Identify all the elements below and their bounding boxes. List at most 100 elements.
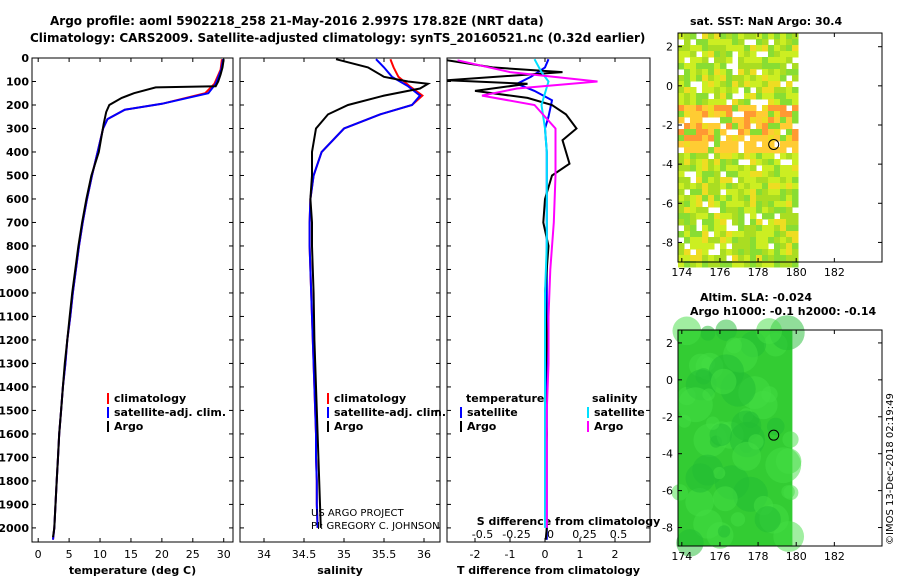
- sst-cell: [720, 243, 727, 250]
- sst-cell: [780, 165, 787, 172]
- sst-cell: [738, 135, 745, 142]
- series-line: [447, 59, 578, 540]
- x-tick-label: 36: [417, 548, 431, 561]
- sst-cell: [696, 177, 703, 184]
- salinity-legend: climatology satellite-adj. clim. Argo: [327, 392, 446, 433]
- map-x-tick-label: 174: [671, 266, 692, 279]
- sst-cell: [768, 201, 775, 208]
- sst-cell: [690, 243, 697, 250]
- sst-cell: [768, 249, 775, 256]
- sst-cell: [696, 231, 703, 238]
- sst-cell: [732, 231, 739, 238]
- sst-cell: [762, 231, 769, 238]
- sst-cell: [732, 81, 739, 88]
- sst-cell: [678, 219, 685, 226]
- sst-cell: [702, 153, 709, 160]
- sst-cell: [786, 39, 793, 46]
- sst-cell: [684, 219, 691, 226]
- sst-cell: [768, 123, 775, 130]
- sst-cell: [744, 171, 751, 178]
- sst-cell: [762, 81, 769, 88]
- map-y-tick-label: 0: [666, 374, 673, 387]
- sla-blob: [695, 368, 712, 385]
- sst-cell: [714, 93, 721, 100]
- sst-cell: [774, 69, 781, 76]
- sst-cell: [756, 261, 763, 268]
- sst-cell: [786, 177, 793, 184]
- sst-cell: [708, 219, 715, 226]
- sst-cell: [684, 201, 691, 208]
- sst-cell: [696, 99, 703, 106]
- sst-cell: [708, 243, 715, 250]
- sst-cell: [780, 75, 787, 82]
- sst-cell: [774, 99, 781, 106]
- sst-cell: [702, 177, 709, 184]
- sst-cell: [786, 237, 793, 244]
- legend-title-temperature: temperature: [466, 392, 544, 405]
- sst-cell: [726, 213, 733, 220]
- sst-cell: [756, 237, 763, 244]
- sst-cell: [768, 195, 775, 202]
- sst-cell: [714, 171, 721, 178]
- sst-cell: [738, 189, 745, 196]
- sst-cell: [780, 39, 787, 46]
- map-y-tick-label: -8: [662, 522, 673, 535]
- sst-cell: [750, 45, 757, 52]
- sst-cell: [702, 39, 709, 46]
- legend-label: satellite-adj. clim.: [334, 406, 446, 419]
- sst-cell: [732, 33, 739, 40]
- sst-cell: [708, 183, 715, 190]
- sst-cell: [726, 81, 733, 88]
- sst-cell: [780, 249, 787, 256]
- sst-cell: [738, 225, 745, 232]
- sst-cell: [792, 195, 799, 202]
- sst-cell: [744, 195, 751, 202]
- sst-cell: [690, 93, 697, 100]
- sst-cell: [708, 189, 715, 196]
- sst-cell: [786, 69, 793, 76]
- sst-cell: [690, 75, 697, 82]
- sst-cell: [750, 207, 757, 214]
- sst-cell: [774, 225, 781, 232]
- sst-cell: [750, 231, 757, 238]
- sst-cell: [756, 189, 763, 196]
- sst-cell: [684, 69, 691, 76]
- depth-tick-label: 200: [6, 99, 29, 112]
- sla-map-subtitle: Argo h1000: -0.1 h2000: -0.14: [690, 305, 876, 318]
- sst-cell: [696, 195, 703, 202]
- depth-tick-label: 900: [6, 263, 29, 276]
- sla-blob: [754, 506, 781, 533]
- sst-cell: [768, 171, 775, 178]
- sst-cell: [768, 237, 775, 244]
- sst-cell: [756, 153, 763, 160]
- sst-cell: [702, 237, 709, 244]
- sst-cell: [678, 51, 685, 58]
- sst-cell: [738, 237, 745, 244]
- sst-cell: [696, 243, 703, 250]
- sst-cell: [678, 183, 685, 190]
- sst-cell: [714, 81, 721, 88]
- sst-cell: [678, 45, 685, 52]
- sst-cell: [768, 63, 775, 70]
- sst-cell: [684, 153, 691, 160]
- sst-cell: [726, 51, 733, 58]
- sst-cell: [708, 33, 715, 40]
- legend-label: Argo: [467, 420, 497, 433]
- sst-cell: [690, 87, 697, 94]
- sst-cell: [786, 57, 793, 64]
- sst-cell: [786, 243, 793, 250]
- legend-swatch-argo: [327, 421, 329, 432]
- legend-label: climatology: [114, 392, 186, 405]
- sst-cell: [720, 93, 727, 100]
- sst-cell: [708, 99, 715, 106]
- sst-cell: [708, 87, 715, 94]
- sst-cell: [732, 39, 739, 46]
- depth-tick-label: 1300: [0, 357, 29, 370]
- sst-cell: [738, 33, 745, 40]
- sst-cell: [702, 147, 709, 154]
- sst-cell: [684, 45, 691, 52]
- sst-cell: [792, 33, 799, 40]
- sst-cell: [786, 255, 793, 262]
- sst-cell: [768, 99, 775, 106]
- depth-tick-label: 1600: [0, 428, 29, 441]
